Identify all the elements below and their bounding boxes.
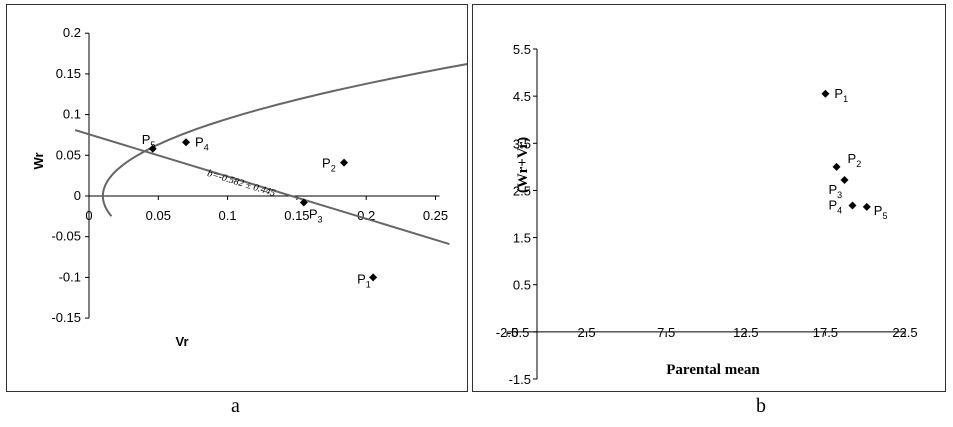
b-point-p4 [848, 201, 857, 210]
a-x-tick-label: 0.25 [423, 208, 448, 223]
a-y-tick-label: -0.05 [51, 229, 81, 244]
b-x-tick-label: -2.5 [496, 325, 518, 340]
chart-panel-a: 0.2 0.15 0.1 0.05 0 -0.05 -0.1 -0.15 0 0.05 0.1 0.1… [6, 4, 468, 392]
a-y-tick-label: 0.05 [56, 147, 81, 162]
a-point-label-3: P3 [309, 207, 323, 225]
b-x-tick-label: 17.5 [813, 325, 838, 340]
a-y-tick-label: -0.1 [59, 269, 81, 284]
b-point-p1 [821, 89, 830, 98]
a-y-tick-label: 0.15 [56, 66, 81, 81]
a-point-p3 [299, 198, 308, 207]
b-point-label-5: P5 [874, 203, 888, 221]
b-point-label-4: P4 [828, 198, 842, 216]
b-y-tick-label: 4.5 [513, 89, 531, 104]
b-point-label-2: P2 [848, 151, 862, 169]
a-point-label-2: P2 [322, 156, 336, 174]
b-y-tick-label: 5.5 [513, 42, 531, 57]
a-point-label-4: P4 [195, 134, 209, 152]
a-regression-annotation: b=-0.582 ± 0.445 [206, 168, 277, 199]
parental-mean-graph: 5.5 4.5 3.5 2.5 1.5 0.5 -0.5 -1.5 -2.5 2.5 7.5 12.5… [496, 42, 918, 387]
a-y-tick-label: 0.2 [63, 25, 81, 40]
b-x-tick-label: 22.5 [892, 325, 917, 340]
a-x-tick-label: 0 [85, 208, 92, 223]
a-point-p1 [369, 273, 378, 282]
a-x-tick-label: 0.15 [284, 208, 309, 223]
a-point-label-5: P5 [142, 132, 156, 150]
a-y-tick-label: -0.15 [51, 310, 81, 325]
vr-wr-graph: 0.2 0.15 0.1 0.05 0 -0.05 -0.1 -0.15 0 0.05 0.1 0.1… [31, 25, 467, 349]
b-y-tick-label: 1.5 [513, 231, 531, 246]
a-x-axis-title: Vr [175, 334, 188, 349]
a-x-tick-label: 0.05 [146, 208, 171, 223]
a-y-tick-label: 0 [74, 188, 81, 203]
b-y-tick-label: -0.5 [507, 325, 529, 340]
a-regression-line [74, 129, 450, 245]
a-y-axis-title: Wr [31, 152, 46, 169]
b-point-p2 [832, 162, 841, 171]
a-point-p4 [182, 138, 191, 147]
b-x-tick-label: 7.5 [657, 325, 675, 340]
b-point-label-1: P1 [834, 86, 848, 104]
b-y-tick-label: -1.5 [509, 372, 531, 387]
a-point-p2 [340, 158, 349, 167]
b-point-p3 [840, 176, 849, 185]
a-x-tick-label: 0.1 [219, 208, 237, 223]
b-point-label-3: P3 [829, 182, 843, 200]
b-y-axis-title: (Wr+Vr) [515, 137, 531, 193]
caption-a: a [231, 395, 240, 417]
b-x-tick-label: 12.5 [733, 325, 758, 340]
a-limiting-parabola [101, 63, 467, 217]
b-y-tick-label: 3.5 [513, 136, 531, 151]
a-point-p5 [148, 144, 157, 153]
b-y-tick-label: 2.5 [513, 183, 531, 198]
chart-panel-b: 5.5 4.5 3.5 2.5 1.5 0.5 -0.5 -1.5 -2.5 2.5 7.5 12.5… [472, 4, 946, 392]
b-point-p5 [862, 202, 871, 211]
b-y-tick-label: 0.5 [513, 278, 531, 293]
b-x-tick-label: 2.5 [578, 325, 596, 340]
a-y-tick-label: 0.1 [63, 107, 81, 122]
a-point-label-1: P1 [357, 271, 371, 289]
b-x-axis-title: Parental mean [666, 362, 760, 378]
caption-b: b [756, 395, 766, 417]
